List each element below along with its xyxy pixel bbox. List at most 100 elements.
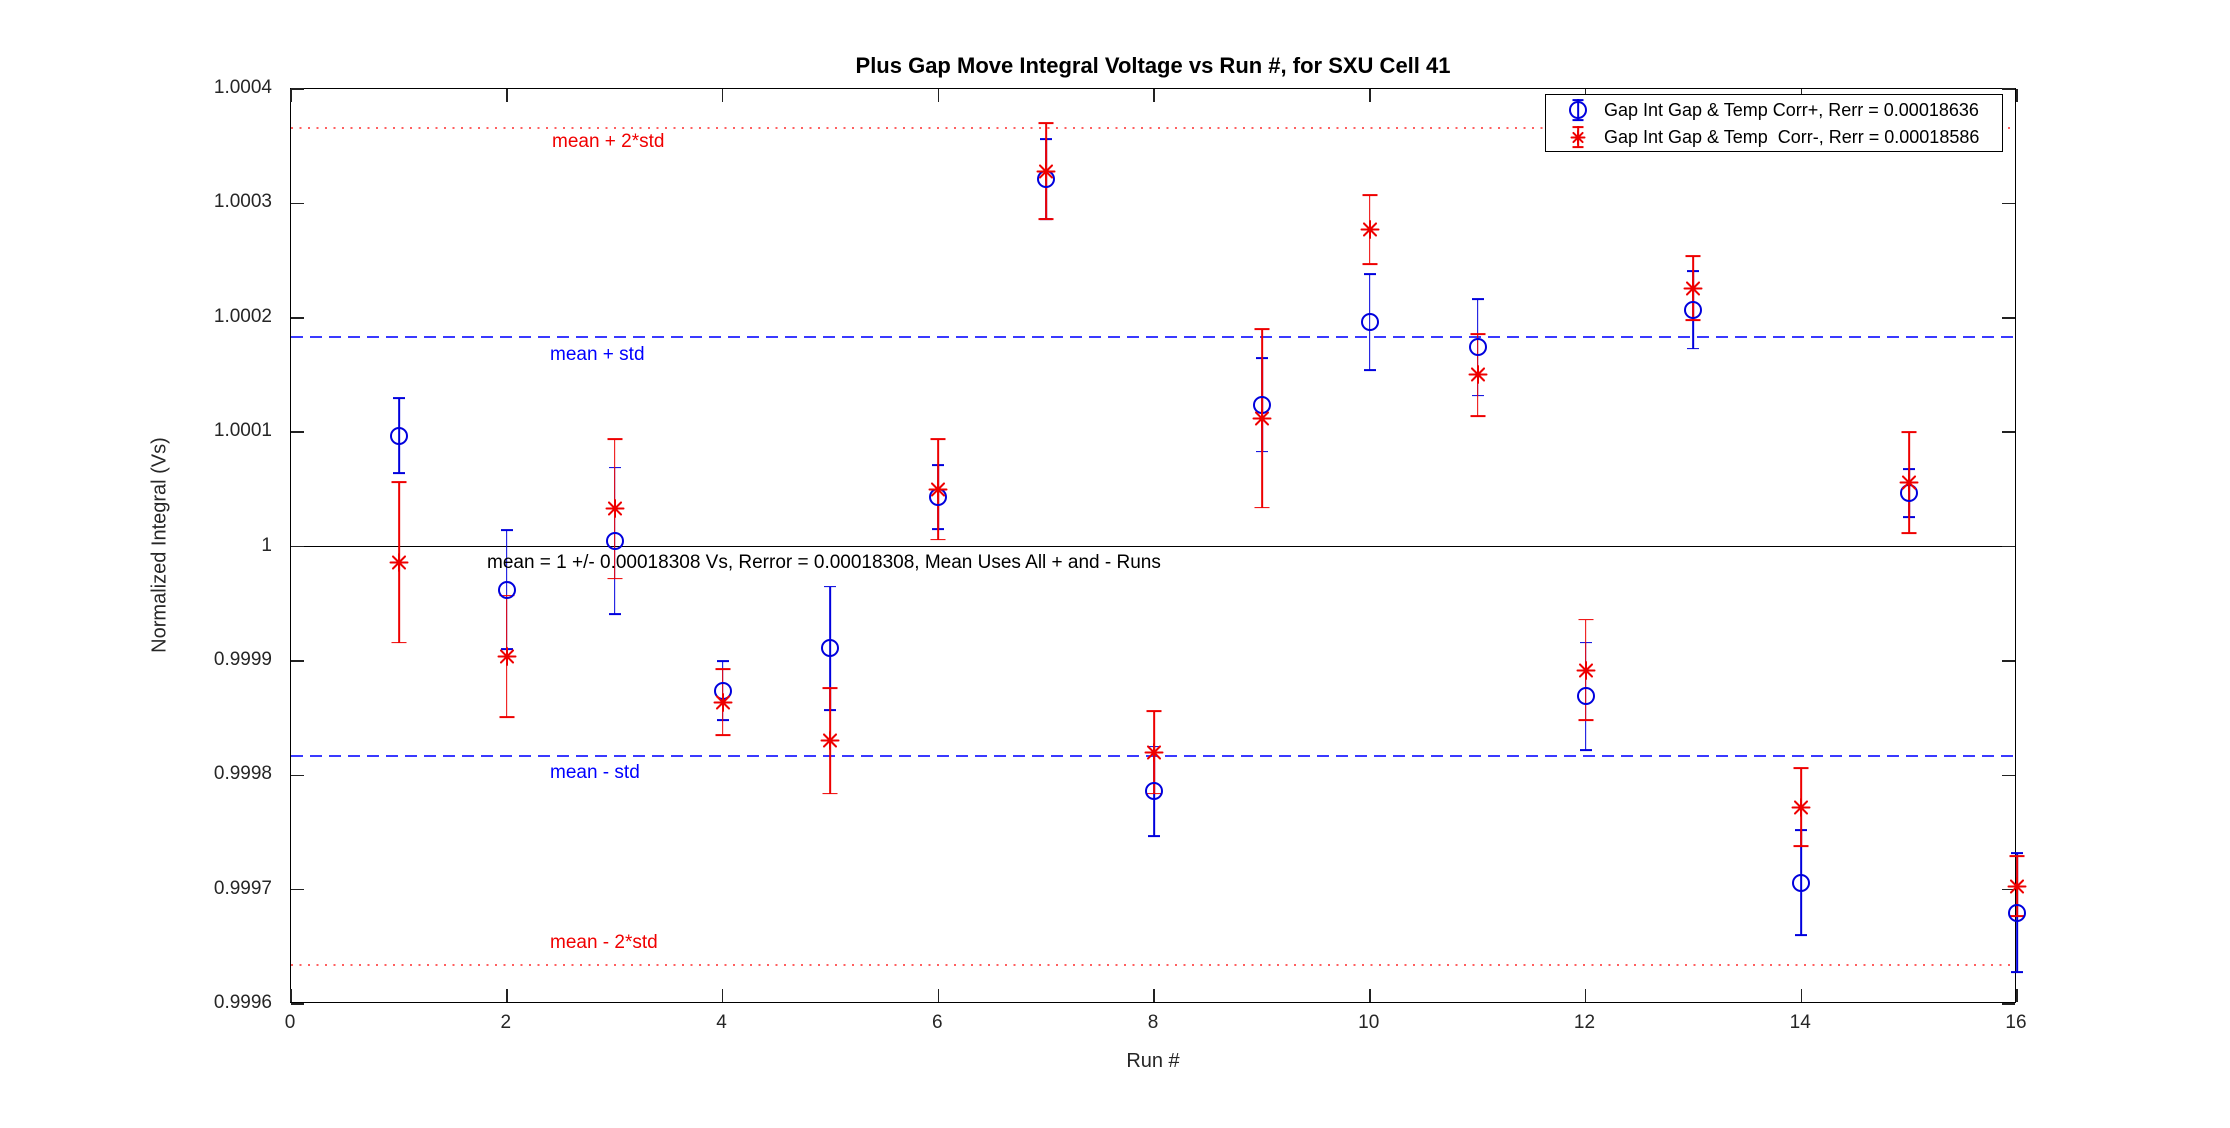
error-bar-cap [1793,845,1809,848]
y-tick [291,431,304,433]
y-tick-label: 0.9997 [213,877,272,899]
y-tick [2002,317,2015,319]
x-tick-label: 8 [1147,1012,1159,1033]
marker-asterisk [1036,161,1056,181]
error-bar-cap [1254,328,1270,331]
y-tick [291,88,304,90]
error-bar-cap [392,472,405,475]
y-tick [2002,88,2015,90]
marker-circle [605,531,624,550]
error-bar-cap [1362,194,1378,197]
y-tick [2002,431,2015,433]
annotation-mean-minus-2std: mean - 2*std [550,932,658,953]
error-bar-cap [1038,122,1054,125]
marker-asterisk [1899,472,1919,492]
marker-circle [1360,313,1379,332]
x-tick-label: 0 [284,1012,296,1033]
x-tick [1369,89,1371,102]
x-tick [506,989,508,1002]
x-tick-label: 12 [1573,1012,1596,1033]
x-tick-label: 2 [500,1012,512,1033]
marker-asterisk [1252,408,1272,428]
error-bar-cap [608,613,621,615]
x-tick [290,89,292,102]
x-tick [1584,989,1587,1002]
error-bar-cap [1148,834,1160,837]
marker-circle [821,639,840,658]
marker-asterisk [389,553,409,572]
x-tick-label: 10 [1358,1012,1380,1033]
x-tick-label: 14 [1789,1012,1811,1033]
marker-circle [1468,338,1487,357]
y-tick [2002,660,2015,662]
error-bar-cap [1685,319,1701,321]
marker-asterisk [713,692,732,712]
error-bar-cap [716,659,729,662]
legend-item-corr-plus: Gap Int Gap & Temp Corr+, Rerr = 0.00018… [1552,97,1998,123]
error-bar-cap [2011,971,2023,973]
marker-asterisk [1683,278,1703,298]
y-tick-label: 0.9999 [213,648,272,670]
error-bar-cap [1470,332,1486,335]
error-bar-cap [1146,710,1162,713]
y-tick [2002,888,2015,891]
x-axis-label: Run # [1126,1050,1180,1072]
legend: Gap Int Gap & Temp Corr+, Rerr = 0.00018… [1545,94,2003,152]
legend-item-corr-minus: Gap Int Gap & Temp Corr-, Rerr = 0.00018… [1552,124,1998,150]
legend-label: Gap Int Gap & Temp Corr-, Rerr = 0.00018… [1604,126,1980,147]
error-bar-cap [1578,618,1593,621]
error-bar-cap [822,687,838,690]
error-bar-cap [1685,255,1701,257]
plot-area [290,88,2027,1005]
error-bar-cap [1254,506,1270,509]
legend-label: Gap Int Gap & Temp Corr+, Rerr = 0.00018… [1604,99,1979,120]
error-bar-cap [607,438,623,440]
y-tick-label: 0.9996 [213,992,272,1013]
y-tick [291,1003,304,1005]
x-tick [937,89,939,102]
error-bar-cap [1471,298,1484,301]
marker-circle [1792,873,1811,892]
x-tick [721,89,724,102]
y-tick-label: 1.0003 [213,191,272,213]
x-tick [506,89,508,102]
x-tick [290,989,292,1002]
error-bar-cap [1793,767,1809,770]
marker-asterisk [605,499,625,519]
error-bar-cap [391,481,407,484]
error-bar-cap [715,734,730,737]
y-tick [291,545,304,548]
x-tick [2016,989,2018,1002]
error-bar-cap [1578,719,1593,722]
x-tick [1800,989,1802,1002]
x-tick [1153,89,1155,102]
x-tick [937,989,939,1002]
error-bar-cap [1470,415,1486,418]
marker-asterisk [1576,660,1595,680]
y-tick [2002,202,2015,205]
error-bar-cap [1795,934,1808,937]
x-tick-label: 4 [716,1012,727,1033]
reference-line [291,545,2015,548]
error-bar-cap [930,438,946,440]
marker-circle [1684,300,1703,319]
error-bar-cap [2009,855,2025,858]
error-bar-cap [392,396,405,399]
y-tick [291,660,304,662]
marker-asterisk [1360,220,1380,240]
marker-asterisk [2007,876,2027,896]
error-bar-cap [500,529,513,532]
marker-asterisk [1144,742,1164,762]
error-bar-cap [930,538,946,541]
marker-circle [2008,903,2026,922]
y-tick [2002,1003,2015,1005]
error-bar-cap [822,792,838,795]
marker-circle [497,580,516,599]
error-bar-cap [1579,749,1592,751]
error-bar-cap [1362,263,1378,265]
marker-asterisk [1468,365,1488,385]
y-tick-label: 0.9998 [213,763,272,785]
y-tick-label: 1.0001 [213,420,272,442]
annotation-mean-plus-std: mean + std [550,344,645,365]
x-tick-label: 16 [2005,1012,2027,1033]
